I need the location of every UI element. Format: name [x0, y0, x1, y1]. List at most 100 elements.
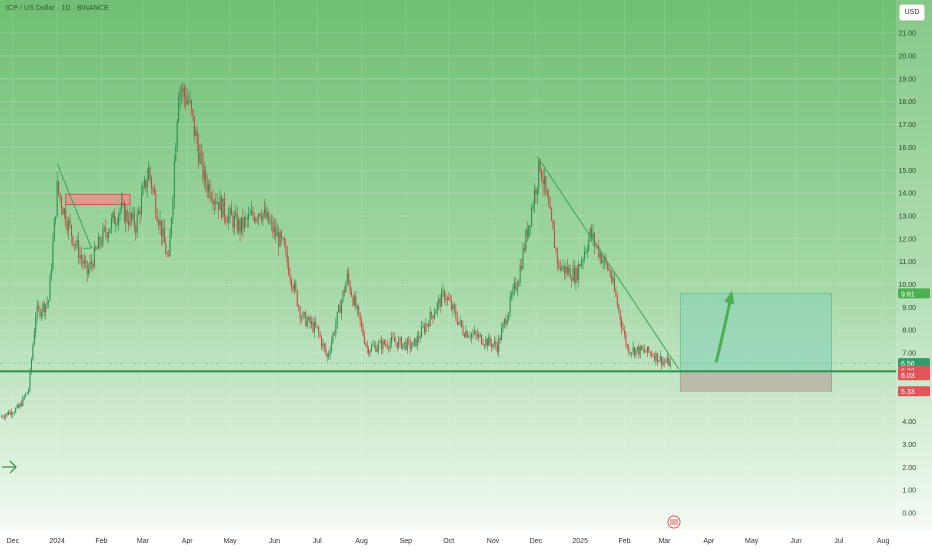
candle-body: [592, 233, 594, 239]
price-label: 5.33: [901, 389, 915, 396]
candle-body: [261, 215, 263, 220]
candle-body: [173, 161, 175, 198]
candle-body: [623, 330, 625, 334]
candle-body: [200, 153, 202, 155]
candle-body: [433, 314, 435, 319]
candle-body: [123, 202, 125, 223]
candle-body: [441, 291, 443, 307]
candle-body: [33, 332, 35, 345]
candle-body: [95, 247, 97, 250]
candle-body: [642, 349, 644, 351]
candle-body: [492, 344, 494, 348]
candle-body: [136, 213, 138, 233]
candle-body: [551, 209, 553, 220]
candle-body: [183, 87, 185, 96]
candle-body: [206, 183, 208, 192]
candle-body: [42, 303, 44, 313]
candle-body: [483, 344, 485, 346]
candle-body: [365, 343, 367, 346]
candle-body: [70, 225, 72, 237]
candle-body: [241, 217, 243, 233]
target-zone[interactable]: [679, 293, 832, 371]
candle-body: [578, 264, 580, 280]
candle-body: [369, 350, 371, 354]
candle-body: [189, 100, 191, 102]
candle-body: [40, 312, 42, 317]
candle-body: [619, 310, 621, 321]
candle-body: [361, 320, 363, 326]
candle-body: [609, 269, 611, 276]
candle-body: [391, 336, 393, 343]
candle-body: [75, 244, 77, 246]
candle-body: [133, 212, 135, 227]
candle-body: [15, 408, 17, 413]
candle-body: [258, 213, 260, 219]
candle-body: [162, 227, 164, 238]
candle-body: [56, 181, 58, 217]
candle-body: [63, 208, 65, 215]
candle-body: [256, 218, 258, 220]
candle-body: [633, 347, 635, 356]
candle-body: [48, 300, 50, 303]
chevron-right-icon[interactable]: [2, 460, 17, 474]
x-tick-label: 2024: [49, 538, 65, 545]
candle-body: [212, 200, 214, 205]
candle-body: [445, 299, 447, 301]
candle-body: [285, 245, 287, 251]
x-tick-label: Oct: [443, 538, 454, 545]
candle-body: [115, 223, 117, 225]
candle-body: [525, 230, 527, 251]
candle-body: [156, 214, 158, 221]
candle-body: [506, 319, 508, 325]
candle-body: [199, 153, 201, 164]
early-trendline[interactable]: [56, 163, 92, 249]
candle-body: [586, 249, 588, 252]
candle-body: [298, 305, 300, 308]
candle-body: [376, 348, 378, 352]
candle-body: [80, 255, 82, 260]
candle-body: [636, 346, 638, 350]
candle-body: [393, 337, 395, 342]
candle-body: [666, 358, 668, 363]
candle-body: [645, 351, 647, 353]
candle-body: [392, 336, 394, 338]
candle-body: [425, 324, 427, 332]
symbol-title[interactable]: ICP / US Dollar · 1D · BINANCE: [6, 5, 109, 12]
candle-body: [359, 312, 361, 321]
price-label-box: [898, 370, 930, 381]
candle-body: [52, 241, 54, 270]
candle-body: [648, 346, 650, 353]
candle-body: [195, 131, 197, 136]
candle-body: [283, 237, 285, 246]
candle-body: [436, 302, 438, 311]
y-tick-label: 11.00: [899, 259, 916, 266]
stop-zone[interactable]: [679, 370, 832, 392]
resistance-box[interactable]: [65, 193, 131, 206]
candle-body: [248, 214, 250, 220]
y-tick-label: 1.00: [902, 488, 916, 495]
candle-body: [482, 344, 484, 345]
candle-body: [306, 320, 308, 327]
candle-body: [341, 300, 343, 314]
candle-body: [439, 298, 441, 307]
currency-button[interactable]: USD: [899, 4, 925, 21]
candle-body: [129, 213, 131, 225]
candle-body: [509, 296, 511, 313]
candle-body: [150, 177, 152, 189]
descending-trendline[interactable]: [536, 156, 680, 370]
candle-body: [398, 339, 400, 348]
candle-body: [435, 310, 437, 315]
candle-body: [125, 210, 127, 223]
candle-body: [216, 202, 218, 204]
candle-body: [146, 179, 148, 189]
candle-body: [523, 248, 525, 251]
event-flag-icon[interactable]: [667, 515, 681, 529]
y-tick-label: 10.00: [898, 282, 916, 289]
projection-arrow[interactable]: [714, 300, 732, 363]
candle-body: [518, 281, 520, 287]
candle-body: [639, 346, 641, 355]
candle-body: [286, 250, 288, 263]
candle-body: [669, 361, 671, 367]
